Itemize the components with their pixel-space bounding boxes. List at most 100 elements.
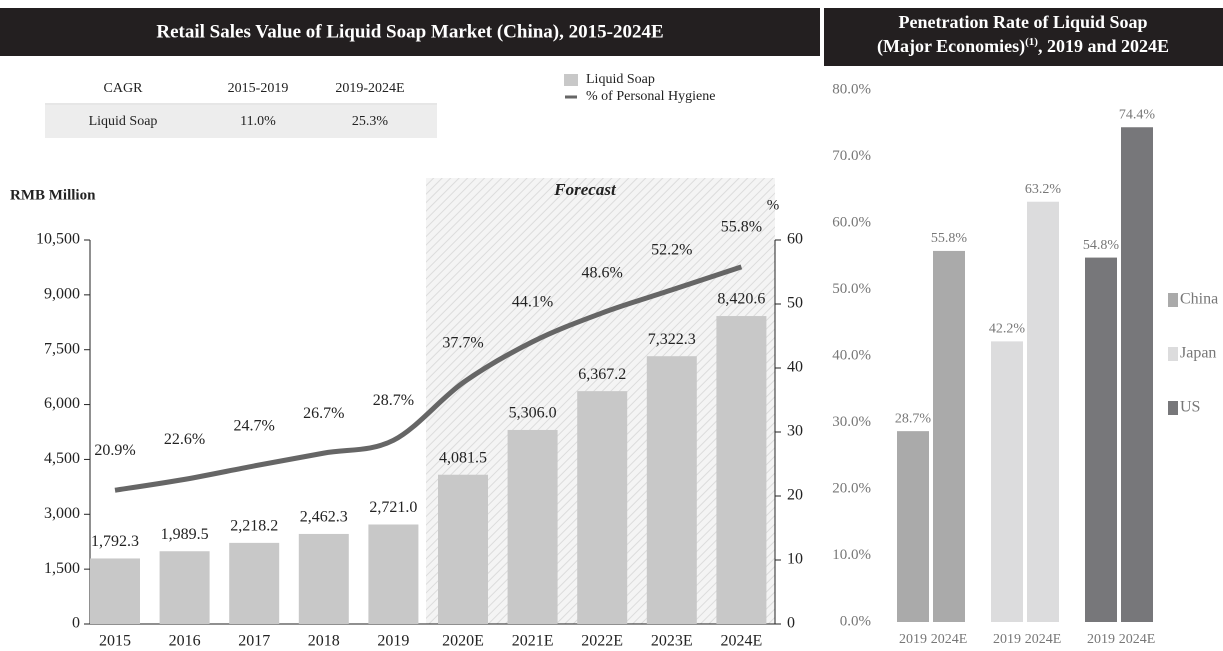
y-tick-label: 80.0% bbox=[832, 81, 871, 97]
legend-label: % of Personal Hygiene bbox=[586, 89, 715, 104]
data-label: 37.7% bbox=[442, 334, 483, 351]
data-label: 2,218.2 bbox=[230, 518, 278, 535]
y2-tick-label: 60 bbox=[787, 231, 803, 248]
x-tick-label: 2024E bbox=[931, 632, 968, 647]
table-cell: Liquid Soap bbox=[89, 114, 158, 129]
y-tick-label: 4,500 bbox=[44, 450, 80, 467]
y2-tick-label: 30 bbox=[787, 423, 803, 440]
bar bbox=[1085, 257, 1117, 622]
x-tick-label: 2024E bbox=[1025, 632, 1062, 647]
y-tick-label: 6,000 bbox=[44, 395, 80, 412]
y2-tick-label: 20 bbox=[787, 487, 803, 504]
bar bbox=[368, 524, 419, 624]
bar bbox=[90, 558, 140, 624]
data-label: 55.8% bbox=[721, 219, 762, 236]
data-label: 44.1% bbox=[512, 293, 553, 310]
line bbox=[114, 264, 743, 493]
bar bbox=[229, 542, 280, 624]
bar bbox=[991, 341, 1023, 622]
legend-label: Japan bbox=[1180, 345, 1216, 362]
y-tick-label: 10,500 bbox=[36, 231, 80, 248]
data-label: 28.7% bbox=[895, 411, 932, 426]
bar bbox=[646, 356, 697, 624]
bar bbox=[716, 316, 767, 624]
data-label: 54.8% bbox=[1083, 238, 1120, 253]
y-axis-label: RMB Million bbox=[10, 187, 96, 203]
y-tick-label: 40.0% bbox=[832, 347, 871, 363]
legend-label: Liquid Soap bbox=[586, 72, 655, 87]
data-label: 20.9% bbox=[94, 442, 135, 459]
title-bar bbox=[824, 8, 1223, 66]
x-tick-label: 2024E bbox=[721, 633, 763, 650]
x-tick-label: 2016 bbox=[169, 633, 201, 650]
data-label: 28.7% bbox=[373, 392, 414, 409]
bar bbox=[507, 429, 558, 624]
y-tick-label: 10.0% bbox=[832, 547, 871, 563]
data-label: 2,721.0 bbox=[369, 499, 417, 516]
y-tick-label: 7,500 bbox=[44, 340, 80, 357]
x-tick-label: 2022E bbox=[581, 633, 623, 650]
x-tick-label: 2015 bbox=[99, 633, 131, 650]
y-tick-label: 1,500 bbox=[44, 560, 80, 577]
bar bbox=[933, 250, 965, 622]
y-tick-label: 0 bbox=[72, 615, 80, 632]
y2-tick-label: 10 bbox=[787, 551, 803, 568]
y-tick-label: 9,000 bbox=[44, 286, 80, 303]
data-label: 26.7% bbox=[303, 405, 344, 422]
data-label: 8,420.6 bbox=[717, 291, 765, 308]
y2-tick-label: 50 bbox=[787, 295, 803, 312]
x-tick-label: 2019 bbox=[377, 633, 409, 650]
table-header: CAGR bbox=[104, 81, 144, 96]
title-bar bbox=[0, 8, 820, 56]
y-tick-label: 0.0% bbox=[840, 613, 871, 629]
y2-axis-label: % bbox=[767, 197, 780, 213]
table-cell: 11.0% bbox=[240, 114, 276, 129]
bar bbox=[1121, 127, 1153, 623]
legend-swatch bbox=[1168, 401, 1178, 415]
x-tick-label: 2019 bbox=[993, 632, 1021, 647]
y-tick-label: 30.0% bbox=[832, 414, 871, 430]
chart-title: (Major Economies)(1), 2019 and 2024E bbox=[877, 36, 1169, 58]
data-label: 4,081.5 bbox=[439, 449, 487, 466]
y-tick-label: 20.0% bbox=[832, 480, 871, 496]
data-label: 1,792.3 bbox=[91, 533, 139, 550]
data-label: 48.6% bbox=[582, 265, 623, 282]
data-label: 52.2% bbox=[651, 242, 692, 259]
x-tick-label: 2021E bbox=[512, 633, 554, 650]
x-tick-label: 2024E bbox=[1119, 632, 1156, 647]
table-header: 2015-2019 bbox=[228, 81, 289, 96]
data-label: 7,322.3 bbox=[648, 331, 696, 348]
y-tick-label: 3,000 bbox=[44, 505, 80, 522]
legend-swatch bbox=[1168, 347, 1178, 361]
y2-tick-label: 0 bbox=[787, 615, 795, 632]
data-label: 74.4% bbox=[1119, 107, 1156, 122]
x-tick-label: 2020E bbox=[442, 633, 484, 650]
data-label: 6,367.2 bbox=[578, 366, 626, 383]
data-label: 42.2% bbox=[989, 322, 1026, 337]
data-label: 55.8% bbox=[931, 231, 968, 246]
table-row-bg bbox=[45, 105, 437, 138]
y2-tick-label: 40 bbox=[787, 359, 803, 376]
y-tick-label: 50.0% bbox=[832, 281, 871, 297]
data-label: 22.6% bbox=[164, 431, 205, 448]
bar bbox=[438, 474, 488, 624]
bar bbox=[159, 551, 210, 624]
legend-label: US bbox=[1180, 399, 1200, 416]
chart-title: Retail Sales Value of Liquid Soap Market… bbox=[156, 21, 663, 42]
data-label: 24.7% bbox=[234, 418, 275, 435]
x-tick-label: 2018 bbox=[308, 633, 340, 650]
data-label: 1,989.5 bbox=[161, 526, 209, 543]
bar bbox=[577, 391, 628, 624]
data-label: 5,306.0 bbox=[509, 405, 557, 422]
data-label: 63.2% bbox=[1025, 182, 1062, 197]
x-tick-label: 2019 bbox=[899, 632, 927, 647]
chart-title: Penetration Rate of Liquid Soap bbox=[898, 12, 1147, 32]
legend-label: China bbox=[1180, 291, 1218, 308]
x-tick-label: 2019 bbox=[1087, 632, 1115, 647]
bar bbox=[298, 533, 349, 624]
x-tick-label: 2023E bbox=[651, 633, 693, 650]
table-header: 2019-2024E bbox=[335, 81, 404, 96]
y-tick-label: 60.0% bbox=[832, 214, 871, 230]
y-tick-label: 70.0% bbox=[832, 148, 871, 164]
